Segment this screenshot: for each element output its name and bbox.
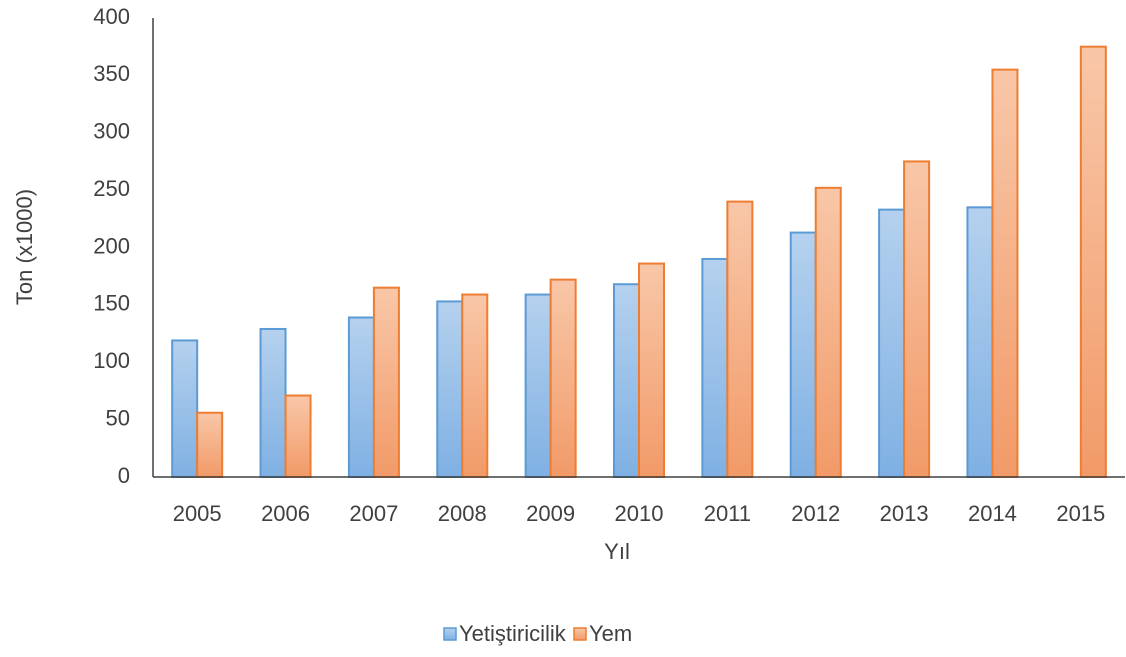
x-tick-label: 2005 — [173, 501, 222, 526]
bar — [461, 293, 489, 478]
y-tick-label: 150 — [93, 291, 130, 316]
y-tick-label: 350 — [93, 61, 130, 86]
x-tick-label: 2010 — [615, 501, 664, 526]
bar — [903, 160, 931, 478]
bar — [171, 339, 199, 479]
bar — [1079, 45, 1107, 478]
bar — [347, 316, 375, 478]
legend-swatch — [443, 627, 457, 641]
x-axis-title: Yıl — [604, 539, 630, 564]
x-tick-label: 2009 — [526, 501, 575, 526]
bar — [549, 278, 577, 478]
y-tick-label: 300 — [93, 119, 130, 144]
bar — [524, 293, 552, 478]
x-tick-label: 2007 — [349, 501, 398, 526]
bar — [638, 262, 665, 478]
bar — [284, 394, 312, 478]
x-tick-label: 2006 — [261, 501, 310, 526]
bar — [436, 300, 464, 478]
x-tick-label: 2015 — [1056, 501, 1105, 526]
y-tick-label: 50 — [106, 405, 130, 430]
x-tick-label: 2012 — [791, 501, 840, 526]
bar — [991, 68, 1019, 478]
y-tick-label: 250 — [93, 176, 130, 201]
bar — [701, 257, 729, 478]
x-tick-label: 2008 — [438, 501, 487, 526]
legend-label: Yem — [589, 621, 632, 646]
bar — [789, 231, 817, 478]
x-tick-label: 2014 — [968, 501, 1017, 526]
bar — [372, 286, 400, 478]
legend-swatch — [573, 627, 587, 641]
legend-label: Yetiştiricilik — [459, 621, 567, 646]
bar — [726, 200, 754, 478]
x-tick-label: 2011 — [704, 501, 751, 526]
y-tick-label: 200 — [93, 233, 130, 258]
bar — [966, 206, 994, 478]
y-tick-label: 0 — [118, 463, 130, 488]
bar — [814, 186, 842, 479]
x-tick-label: 2013 — [880, 501, 929, 526]
y-tick-label: 100 — [93, 348, 130, 373]
y-axis-title: Ton (x1000) — [12, 189, 37, 305]
y-tick-label: 400 — [93, 4, 130, 29]
bar — [259, 327, 287, 478]
bar — [196, 411, 224, 478]
bar — [878, 208, 906, 478]
bar — [613, 283, 640, 478]
